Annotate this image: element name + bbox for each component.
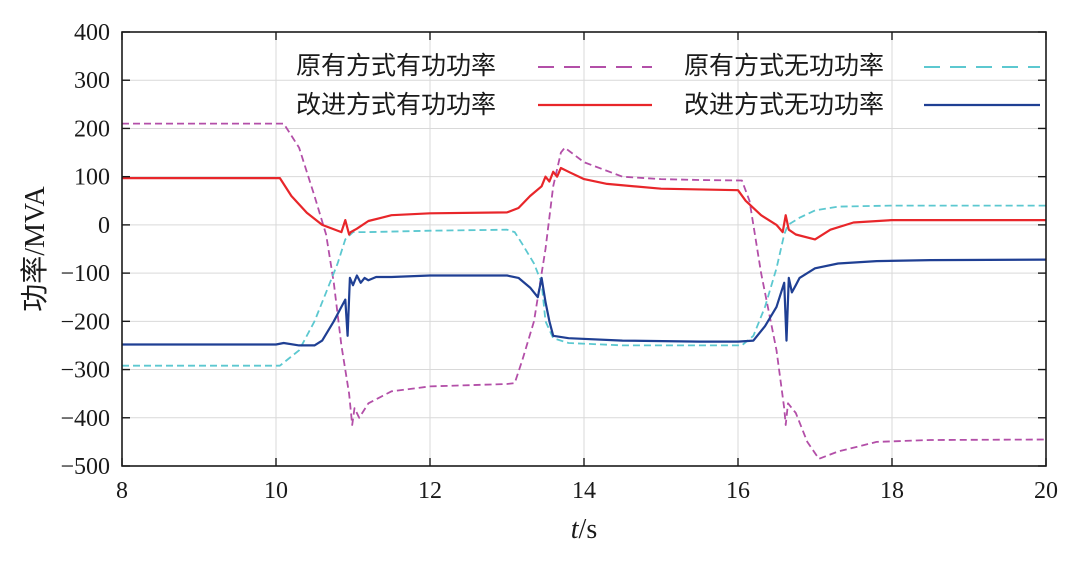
x-tick-label: 16 — [726, 478, 750, 504]
x-tick-label: 10 — [264, 478, 288, 504]
x-axis-title-symbol: t — [571, 514, 580, 545]
series-line-3 — [122, 166, 1046, 241]
x-tick-label: 12 — [418, 478, 442, 504]
y-tick-label: 300 — [74, 68, 110, 94]
legend-label-4: 改进方式无功功率 — [684, 91, 884, 119]
y-axis-title: 功率/MVA — [19, 185, 51, 311]
y-tick-label: 0 — [98, 213, 110, 239]
y-tick-label: −500 — [60, 454, 110, 480]
legend-label-2: 原有方式无功功率 — [684, 52, 884, 80]
series-line-2 — [122, 204, 1046, 367]
y-tick-label: 400 — [74, 20, 110, 46]
y-tick-label: −300 — [60, 358, 110, 384]
x-axis-title-unit: /s — [579, 514, 598, 545]
x-axis-title: t/s — [571, 514, 597, 545]
x-tick-label: 8 — [116, 478, 128, 504]
y-tick-label: −400 — [60, 406, 110, 432]
y-tick-label: 100 — [74, 165, 110, 191]
y-tick-label: −200 — [60, 309, 110, 335]
series-line-4 — [122, 258, 1047, 347]
x-tick-label: 20 — [1034, 478, 1058, 504]
axis-layer: 8 10 12 14 16 18 20 400 300 200 100 0 −100 −200 −300 −4… — [19, 20, 1058, 545]
x-tick-label: 14 — [572, 478, 596, 504]
legend-label-3: 改进方式有功功率 — [296, 91, 496, 119]
series-line-1 — [122, 122, 1047, 460]
grid-layer — [122, 32, 1046, 466]
legend-label-1: 原有方式有功功率 — [296, 52, 496, 80]
y-tick-label: 200 — [74, 116, 110, 142]
series-layer — [122, 122, 1047, 460]
y-tick-label: −100 — [60, 261, 110, 287]
x-tick-label: 18 — [880, 478, 904, 504]
